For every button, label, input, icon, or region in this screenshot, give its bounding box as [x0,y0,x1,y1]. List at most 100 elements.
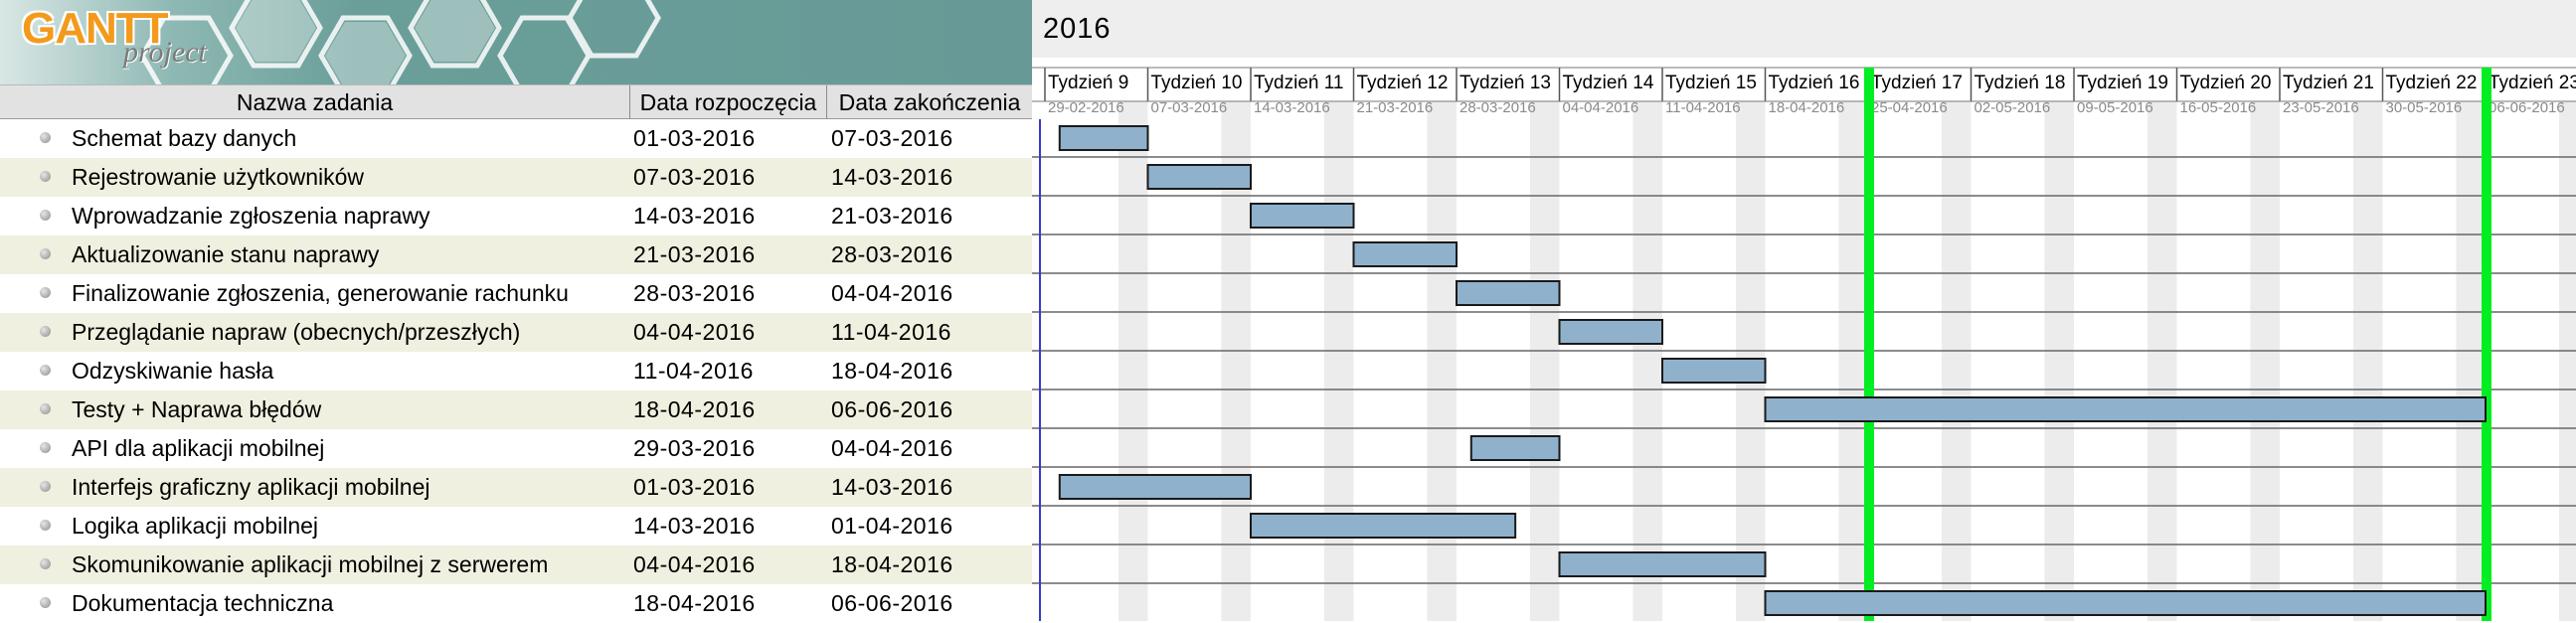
task-name[interactable]: Finalizowanie zgłoszenia, generowanie ra… [72,280,569,306]
task-end-date[interactable]: 06-06-2016 [831,590,953,616]
table-row[interactable]: Dokumentacja techniczna 18-04-2016 06-06… [0,584,1032,623]
weekend-shade [1529,101,1560,621]
table-row[interactable]: Aktualizowanie stanu naprawy 21-03-2016 … [0,235,1032,274]
task-bar[interactable] [1250,513,1517,539]
task-end-date[interactable]: 18-04-2016 [831,358,953,384]
task-bar[interactable] [1764,396,2487,422]
week-label[interactable]: Tydzień 15 [1665,73,1757,93]
table-row[interactable]: Finalizowanie zgłoszenia, generowanie ra… [0,274,1032,313]
task-end-date[interactable]: 11-04-2016 [831,319,951,345]
task-name[interactable]: Aktualizowanie stanu naprawy [72,241,380,267]
column-header-task-name[interactable]: Nazwa zadania [0,85,630,119]
task-start-date[interactable]: 01-03-2016 [633,474,756,500]
task-end-date[interactable]: 07-03-2016 [831,125,953,151]
task-bar[interactable] [1469,435,1561,461]
week-date-label: 11-04-2016 [1665,99,1741,116]
week-date-label: 09-05-2016 [2077,99,2153,116]
table-row[interactable]: Skomunikowanie aplikacji mobilnej z serw… [0,545,1032,584]
week-label[interactable]: Tydzień 19 [2077,73,2168,93]
task-start-date[interactable]: 18-04-2016 [633,396,756,422]
week-label[interactable]: Tydzień 9 [1048,73,1128,93]
table-row[interactable]: Testy + Naprawa błędów 18-04-2016 06-06-… [0,390,1032,429]
table-row[interactable]: Schemat bazy danych 01-03-2016 07-03-201… [0,119,1032,158]
weekend-shade [1941,101,1972,621]
week-date-label: 21-03-2016 [1357,99,1434,116]
week-label[interactable]: Tydzień 11 [1254,73,1343,93]
task-name[interactable]: Odzyskiwanie hasła [72,358,274,384]
task-end-date[interactable]: 14-03-2016 [831,164,953,190]
task-end-date[interactable]: 21-03-2016 [831,203,953,229]
task-bar[interactable] [1058,474,1252,500]
task-end-date[interactable]: 18-04-2016 [831,551,953,577]
task-name[interactable]: Testy + Naprawa błędów [72,396,322,422]
task-bullet-icon [40,597,51,608]
table-row[interactable]: Wprowadzanie zgłoszenia naprawy 14-03-20… [0,197,1032,235]
task-end-date[interactable]: 04-04-2016 [831,435,953,461]
task-start-date[interactable]: 21-03-2016 [633,241,756,267]
task-name[interactable]: Rejestrowanie użytkowników [72,164,365,190]
table-row[interactable]: API dla aplikacji mobilnej 29-03-2016 04… [0,429,1032,468]
task-bar[interactable] [1058,125,1149,151]
week-label[interactable]: Tydzień 18 [1975,73,2066,93]
task-bar[interactable] [1764,590,2487,616]
task-start-date[interactable]: 11-04-2016 [633,358,754,384]
task-bar[interactable] [1558,319,1663,345]
task-name[interactable]: Schemat bazy danych [72,125,297,151]
task-end-date[interactable]: 06-06-2016 [831,396,953,422]
weekend-shade [1838,101,1868,621]
task-name[interactable]: Wprowadzanie zgłoszenia naprawy [72,203,430,229]
task-end-date[interactable]: 04-04-2016 [831,280,953,306]
task-bullet-icon [40,326,51,337]
task-start-date[interactable]: 18-04-2016 [633,590,756,616]
week-date-label: 28-03-2016 [1460,99,1536,116]
task-name[interactable]: Dokumentacja techniczna [72,590,334,616]
week-label[interactable]: Tydzień 17 [1871,73,1963,93]
task-end-date[interactable]: 28-03-2016 [831,241,953,267]
task-name[interactable]: Skomunikowanie aplikacji mobilnej z serw… [72,551,549,577]
column-header-end-date[interactable]: Data zakończenia [838,89,1021,115]
week-label[interactable]: Tydzień 22 [2386,73,2478,93]
table-row[interactable]: Interfejs graficzny aplikacji mobilnej 0… [0,468,1032,507]
task-bullet-icon [40,558,51,569]
week-date-label: 02-05-2016 [1975,99,2051,116]
task-start-date[interactable]: 01-03-2016 [633,125,756,151]
gantt-timeline[interactable]: Tydzień 9 29-02-2016 Tydzień 10 07-03-2016 T… [1032,0,2576,621]
task-bullet-icon [40,248,51,259]
week-label[interactable]: Tydzień 20 [2180,73,2272,93]
task-name[interactable]: Interfejs graficzny aplikacji mobilnej [72,474,430,500]
table-row[interactable]: Przeglądanie napraw (obecnych/przeszłych… [0,313,1032,352]
task-start-date[interactable]: 14-03-2016 [633,513,756,539]
table-row[interactable]: Odzyskiwanie hasła 11-04-2016 18-04-2016 [0,352,1032,390]
task-bar[interactable] [1558,551,1767,577]
task-bullet-icon [40,210,51,221]
week-date-label: 25-04-2016 [1871,99,1948,116]
column-header-start-date[interactable]: Data rozpoczęcia [630,85,827,119]
week-label[interactable]: Tydzień 14 [1563,73,1654,93]
task-end-date[interactable]: 14-03-2016 [831,474,953,500]
task-name[interactable]: Logika aplikacji mobilnej [72,513,319,539]
task-name[interactable]: API dla aplikacji mobilnej [72,435,325,461]
task-bar[interactable] [1250,203,1355,229]
task-bar[interactable] [1661,358,1767,384]
task-bar[interactable] [1456,280,1561,306]
table-row[interactable]: Logika aplikacji mobilnej 14-03-2016 01-… [0,507,1032,545]
week-label[interactable]: Tydzień 21 [2283,73,2374,93]
week-label[interactable]: Tydzień 13 [1460,73,1551,93]
task-start-date[interactable]: 29-03-2016 [633,435,756,461]
weekend-shade [2456,101,2486,621]
week-date-label: 18-04-2016 [1769,99,1845,116]
task-start-date[interactable]: 14-03-2016 [633,203,756,229]
week-label[interactable]: Tydzień 23 [2489,73,2576,93]
task-name[interactable]: Przeglądanie napraw (obecnych/przeszłych… [72,319,521,345]
task-bar[interactable] [1146,164,1252,190]
week-label[interactable]: Tydzień 16 [1769,73,1860,93]
week-label[interactable]: Tydzień 10 [1151,73,1243,93]
week-label[interactable]: Tydzień 12 [1357,73,1449,93]
task-bar[interactable] [1352,241,1458,267]
task-start-date[interactable]: 04-04-2016 [633,319,756,345]
task-end-date[interactable]: 01-04-2016 [831,513,953,539]
task-start-date[interactable]: 28-03-2016 [633,280,756,306]
table-row[interactable]: Rejestrowanie użytkowników 07-03-2016 14… [0,158,1032,197]
task-start-date[interactable]: 07-03-2016 [633,164,756,190]
task-start-date[interactable]: 04-04-2016 [633,551,756,577]
